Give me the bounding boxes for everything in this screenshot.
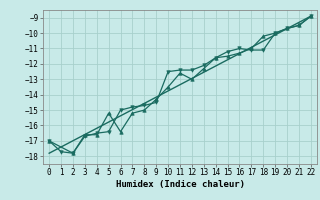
- X-axis label: Humidex (Indice chaleur): Humidex (Indice chaleur): [116, 180, 244, 189]
